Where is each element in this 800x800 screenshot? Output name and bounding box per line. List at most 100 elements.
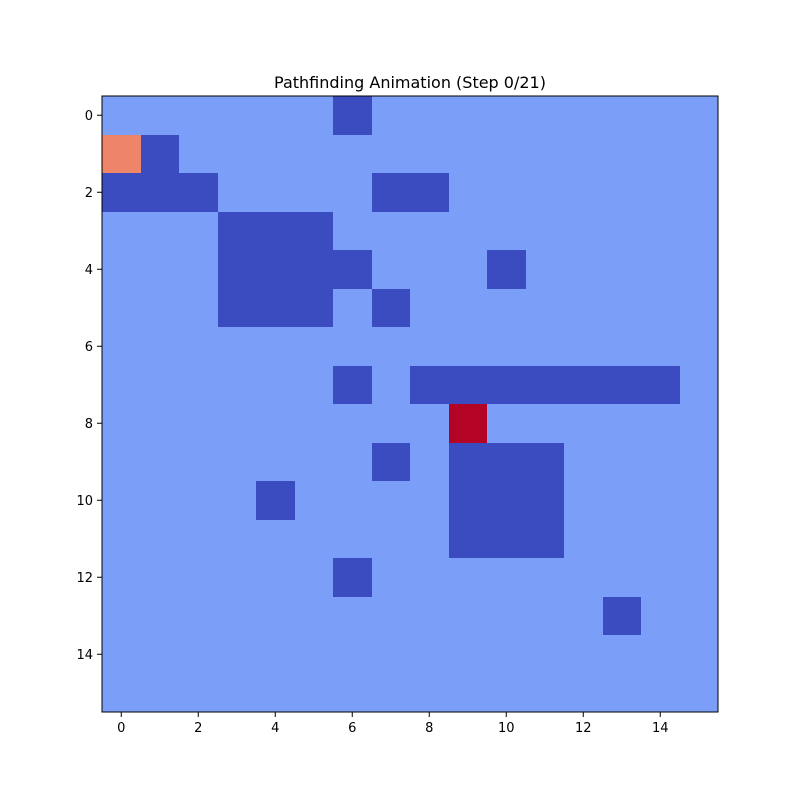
heatmap-cell (218, 635, 256, 674)
heatmap-cell (256, 135, 295, 173)
heatmap-cell (295, 597, 333, 635)
x-tick-label: 14 (652, 721, 669, 736)
heatmap-cell (449, 96, 487, 135)
heatmap-cell (487, 597, 526, 635)
heatmap-cell (295, 212, 333, 250)
heatmap-cell (564, 366, 603, 404)
heatmap-cell (641, 212, 680, 250)
heatmap-cell (449, 558, 487, 597)
heatmap-cell (141, 558, 179, 597)
heatmap-cell (372, 597, 410, 635)
heatmap-cell (410, 289, 449, 327)
y-tick-label: 0 (85, 109, 93, 124)
heatmap-cell (102, 597, 141, 635)
heatmap-cell (141, 96, 179, 135)
heatmap-cell (372, 674, 410, 712)
heatmap-cell (680, 674, 718, 712)
x-axis: 0 2 4 6 8 10 12 14 (117, 712, 669, 736)
heatmap-cell (102, 135, 141, 173)
heatmap-cell (410, 443, 449, 481)
heatmap-cell (333, 404, 372, 443)
heatmap-cell (102, 520, 141, 558)
heatmap-cell (603, 212, 641, 250)
heatmap-cell (256, 520, 295, 558)
heatmap-cell (179, 481, 218, 520)
heatmap-cell (487, 520, 526, 558)
heatmap-cell (449, 135, 487, 173)
heatmap-cell (680, 597, 718, 635)
heatmap-cell (102, 443, 141, 481)
y-tick-label: 6 (85, 340, 93, 355)
heatmap-cell (410, 135, 449, 173)
heatmap-cell (487, 212, 526, 250)
heatmap-cell (179, 173, 218, 212)
heatmap-cell (372, 96, 410, 135)
heatmap-cell (449, 327, 487, 366)
y-tick-label: 4 (85, 263, 93, 278)
heatmap-cell (526, 327, 564, 366)
heatmap-cell (333, 250, 372, 289)
heatmap-cell (372, 366, 410, 404)
heatmap-cell (295, 520, 333, 558)
heatmap-cell (333, 96, 372, 135)
heatmap-cell (603, 250, 641, 289)
heatmap-cell (449, 520, 487, 558)
heatmap-cell (410, 366, 449, 404)
heatmap-cell (218, 366, 256, 404)
heatmap-cell (256, 443, 295, 481)
heatmap-cell (564, 481, 603, 520)
heatmap-cell (295, 481, 333, 520)
heatmap-cell (410, 520, 449, 558)
heatmap-cell (680, 212, 718, 250)
heatmap-cell (680, 481, 718, 520)
heatmap-cell (526, 635, 564, 674)
heatmap-cell (487, 443, 526, 481)
heatmap-cell (218, 520, 256, 558)
heatmap-cell (564, 443, 603, 481)
heatmap-cell (487, 635, 526, 674)
heatmap-cell (603, 443, 641, 481)
heatmap-cell (641, 96, 680, 135)
heatmap-cell (218, 212, 256, 250)
heatmap-cell (141, 289, 179, 327)
heatmap-cell (372, 404, 410, 443)
heatmap-cell (372, 212, 410, 250)
heatmap-cell (449, 674, 487, 712)
heatmap-cell (102, 96, 141, 135)
heatmap-cell (603, 597, 641, 635)
heatmap-cell (102, 481, 141, 520)
heatmap-cell (102, 558, 141, 597)
heatmap-cell (179, 635, 218, 674)
heatmap-cell (449, 250, 487, 289)
heatmap-cell (256, 250, 295, 289)
heatmap-cell (641, 327, 680, 366)
heatmap-cell (333, 443, 372, 481)
heatmap-cell (449, 289, 487, 327)
heatmap-cell (410, 250, 449, 289)
heatmap-cell (487, 96, 526, 135)
heatmap-cell (333, 173, 372, 212)
heatmap-cell (641, 674, 680, 712)
heatmap-cell (641, 404, 680, 443)
heatmap-cell (564, 635, 603, 674)
heatmap-cell (218, 674, 256, 712)
heatmap-cell (218, 96, 256, 135)
heatmap-cell (372, 481, 410, 520)
heatmap-cell (526, 289, 564, 327)
heatmap-cell (526, 135, 564, 173)
heatmap-cell (256, 366, 295, 404)
heatmap-cell (526, 96, 564, 135)
heatmap-cell (295, 173, 333, 212)
heatmap-cell (603, 96, 641, 135)
heatmap-cell (641, 597, 680, 635)
heatmap-cell (526, 558, 564, 597)
heatmap-cell (603, 366, 641, 404)
heatmap-cell (564, 135, 603, 173)
heatmap-cell (256, 404, 295, 443)
heatmap-cell (218, 558, 256, 597)
heatmap-cell (218, 135, 256, 173)
heatmap-cell (218, 289, 256, 327)
y-tick-label: 8 (85, 417, 93, 432)
heatmap-cell (179, 520, 218, 558)
heatmap-cell (102, 173, 141, 212)
